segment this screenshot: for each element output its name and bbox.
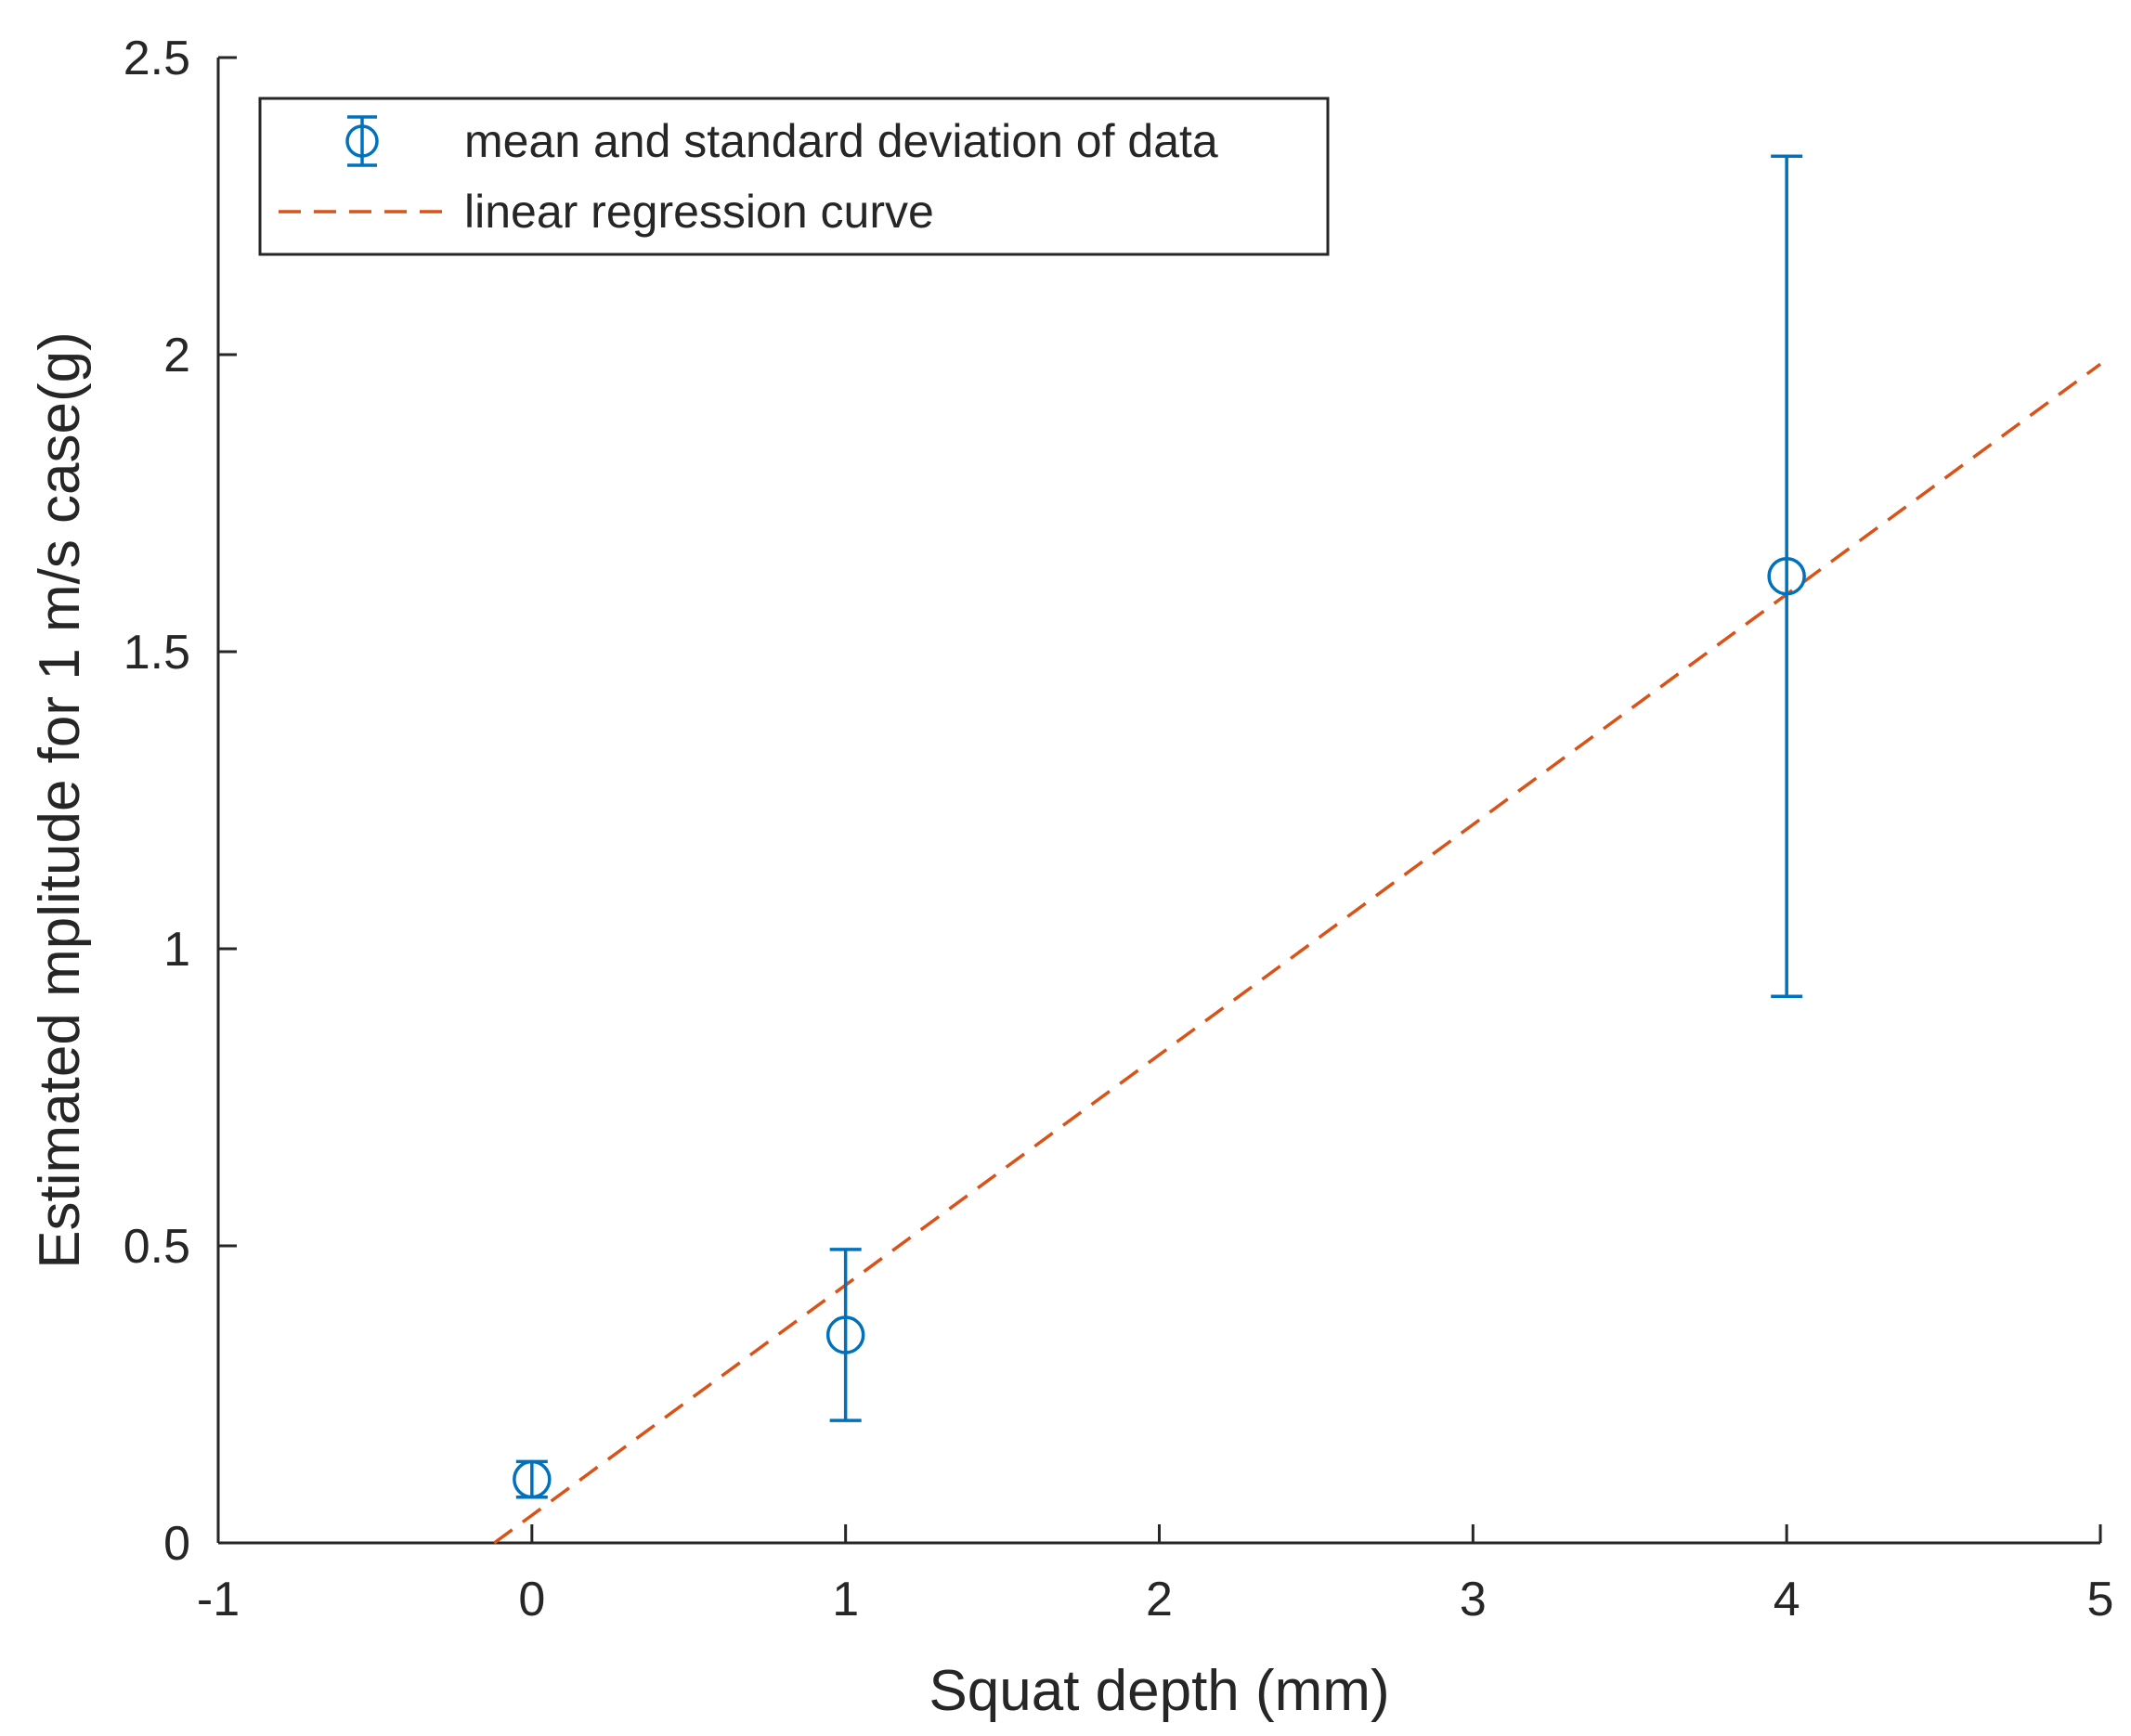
legend-item-errorbar: mean and standard deviation of data [345, 115, 1218, 167]
data-point [1767, 154, 1806, 998]
x-tick-label: 0 [518, 1573, 545, 1626]
x-tick-label: 2 [1146, 1573, 1173, 1626]
y-tick-label: 1.5 [123, 626, 190, 680]
data-point [825, 1248, 865, 1422]
x-tick-label: 5 [2087, 1573, 2114, 1626]
regression-line [493, 362, 2102, 1545]
x-axis: -1 0 1 2 3 4 5 [197, 1524, 2114, 1626]
legend-errorbar-symbol [345, 115, 379, 167]
y-tick-label: 1 [163, 923, 190, 977]
y-tick-label: 0 [163, 1517, 190, 1571]
y-tick-label: 2 [163, 329, 190, 382]
legend-item-regression: linear regression curve [279, 186, 934, 238]
legend: mean and standard deviation of data line… [258, 97, 1330, 256]
series-layer [493, 154, 2102, 1545]
data-point [513, 1459, 552, 1499]
y-tick-label: 0.5 [123, 1220, 190, 1274]
x-tick-label: 1 [832, 1573, 859, 1626]
y-tick-label: 2.5 [123, 32, 190, 85]
legend-box [258, 97, 1330, 256]
x-tick-label: 3 [1460, 1573, 1487, 1626]
legend-marker [345, 124, 379, 158]
x-tick-label: -1 [197, 1573, 240, 1626]
mean-marker [513, 1459, 552, 1499]
mean-marker [1767, 556, 1806, 596]
x-tick-label: 4 [1774, 1573, 1800, 1626]
y-axis: 0 0.5 1 1.5 2 2.5 [123, 32, 237, 1571]
legend-label-regression: linear regression curve [464, 186, 934, 238]
x-axis-title: Squat depth (mm) [929, 1659, 1389, 1723]
legend-label-errorbar: mean and standard deviation of data [464, 115, 1218, 167]
y-axis-title: Estimated mplitude for 1 m/s case(g) [28, 331, 92, 1269]
mean-marker [825, 1315, 865, 1354]
